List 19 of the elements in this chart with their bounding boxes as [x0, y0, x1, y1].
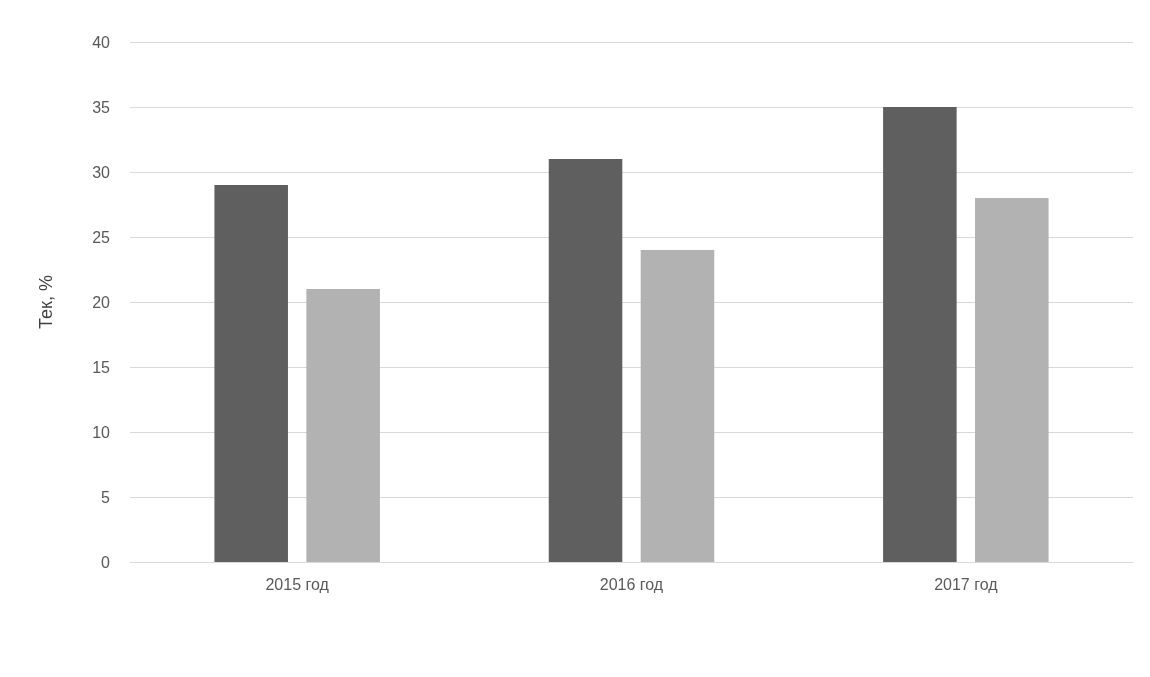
y-tick-label: 30 — [92, 163, 111, 181]
x-tick-label: 2015 год — [265, 575, 330, 593]
y-tick-label: 15 — [92, 358, 111, 376]
bar — [548, 159, 623, 562]
x-tick-label: 2017 год — [934, 575, 999, 593]
y-tick-label: 0 — [101, 553, 111, 571]
y-tick-label: 20 — [92, 293, 111, 311]
y-tick-label: 10 — [92, 423, 111, 441]
y-tick-label: 40 — [92, 33, 111, 51]
bar — [975, 198, 1049, 562]
bar — [214, 185, 288, 562]
bar — [883, 107, 957, 562]
x-tick-label: 2016 год — [599, 575, 664, 593]
y-axis-title: Тек, % — [36, 275, 56, 329]
y-tick-label: 25 — [92, 228, 111, 246]
y-tick-label: 35 — [92, 98, 111, 116]
bar — [306, 289, 380, 562]
y-tick-label: 5 — [101, 488, 111, 506]
bar — [640, 250, 715, 562]
